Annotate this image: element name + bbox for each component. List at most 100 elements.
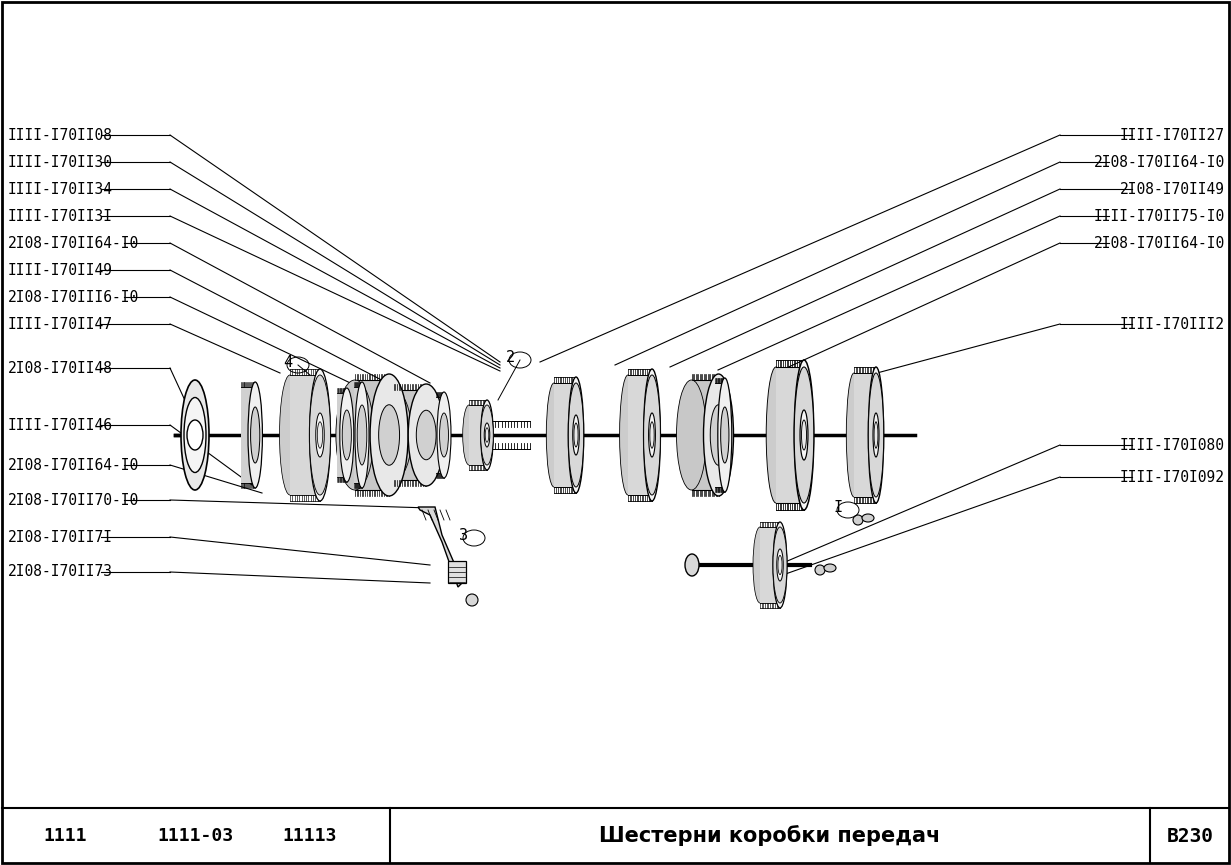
Ellipse shape (644, 369, 660, 501)
Ellipse shape (416, 410, 436, 460)
Polygon shape (776, 367, 804, 369)
Ellipse shape (572, 415, 580, 455)
Ellipse shape (649, 413, 655, 457)
Text: 4: 4 (283, 355, 293, 369)
Bar (241, 387, 255, 483)
Bar (355, 380, 389, 490)
Text: IIII-I70II34: IIII-I70II34 (7, 182, 113, 196)
Bar (448, 561, 467, 583)
Ellipse shape (181, 380, 209, 490)
Text: IIII-I70I092: IIII-I70I092 (1120, 470, 1225, 484)
Ellipse shape (183, 398, 206, 472)
Ellipse shape (485, 428, 489, 442)
Ellipse shape (794, 367, 814, 503)
Text: B230: B230 (1167, 826, 1214, 845)
Text: IIII-I70II27: IIII-I70II27 (1120, 127, 1225, 143)
Text: IIII-I70II75-I0: IIII-I70II75-I0 (1094, 208, 1225, 223)
Bar (355, 387, 362, 483)
Ellipse shape (874, 422, 878, 448)
Circle shape (467, 594, 478, 606)
Bar (692, 380, 719, 490)
Ellipse shape (703, 374, 734, 496)
Text: IIII-I70II49: IIII-I70II49 (7, 262, 113, 278)
Text: IIII-I70II30: IIII-I70II30 (7, 155, 113, 170)
Ellipse shape (547, 383, 561, 487)
Ellipse shape (753, 527, 767, 603)
Ellipse shape (439, 413, 448, 457)
Text: 2I08-I70II73: 2I08-I70II73 (7, 565, 113, 580)
Text: 1111-03: 1111-03 (156, 827, 233, 845)
Text: IIII-I70I080: IIII-I70I080 (1120, 438, 1225, 452)
Ellipse shape (480, 400, 494, 470)
Bar (436, 397, 444, 473)
Ellipse shape (644, 375, 660, 495)
Polygon shape (760, 527, 780, 529)
Ellipse shape (342, 410, 351, 460)
Ellipse shape (309, 369, 330, 501)
Ellipse shape (773, 527, 787, 603)
Circle shape (853, 515, 863, 525)
Ellipse shape (371, 374, 409, 496)
Ellipse shape (766, 367, 785, 503)
Polygon shape (554, 383, 576, 385)
Ellipse shape (355, 382, 369, 488)
Polygon shape (628, 375, 652, 377)
Ellipse shape (619, 375, 636, 495)
Text: 2I08-I70II49: 2I08-I70II49 (1120, 182, 1225, 196)
Ellipse shape (379, 405, 400, 465)
Bar (854, 373, 876, 497)
Text: IIII-I70II3I: IIII-I70II3I (7, 208, 113, 223)
Ellipse shape (677, 380, 707, 490)
Text: 2: 2 (506, 349, 515, 364)
Ellipse shape (846, 373, 862, 497)
Text: IIII-I70II46: IIII-I70II46 (7, 418, 113, 432)
Bar (291, 375, 320, 495)
Text: 3: 3 (459, 528, 469, 542)
Ellipse shape (340, 388, 353, 482)
Ellipse shape (710, 405, 726, 465)
Ellipse shape (187, 420, 203, 450)
Ellipse shape (409, 384, 444, 486)
Bar (554, 383, 576, 487)
Ellipse shape (873, 413, 879, 457)
Ellipse shape (777, 549, 783, 581)
Text: 2I08-I70II64-I0: 2I08-I70II64-I0 (1094, 235, 1225, 251)
Ellipse shape (868, 373, 884, 497)
Bar (394, 390, 426, 480)
Ellipse shape (316, 413, 324, 457)
Ellipse shape (684, 554, 699, 576)
Bar (628, 375, 652, 495)
Text: I: I (833, 499, 842, 515)
Ellipse shape (480, 405, 494, 465)
Text: 2I08-I70II64-I0: 2I08-I70II64-I0 (7, 235, 139, 251)
Text: IIII-I70II47: IIII-I70II47 (7, 317, 113, 331)
Ellipse shape (574, 423, 579, 447)
Text: 2I08-I70II64-I0: 2I08-I70II64-I0 (1094, 155, 1225, 170)
Text: 11113: 11113 (283, 827, 337, 845)
Text: IIII-I70III2: IIII-I70III2 (1120, 317, 1225, 331)
Ellipse shape (247, 382, 262, 488)
Polygon shape (854, 373, 876, 375)
Ellipse shape (801, 420, 806, 450)
Text: IIII-I70II08: IIII-I70II08 (7, 127, 113, 143)
Ellipse shape (357, 405, 367, 465)
Ellipse shape (794, 360, 814, 510)
Ellipse shape (862, 514, 874, 522)
Ellipse shape (437, 392, 451, 478)
Ellipse shape (773, 522, 787, 608)
Ellipse shape (800, 410, 808, 460)
Ellipse shape (569, 383, 583, 487)
Polygon shape (469, 405, 487, 407)
Polygon shape (419, 507, 462, 587)
Ellipse shape (484, 423, 490, 447)
Ellipse shape (720, 407, 729, 463)
Text: 1111: 1111 (43, 827, 86, 845)
Bar (469, 405, 487, 465)
Text: 2I08-I70II64-I0: 2I08-I70II64-I0 (7, 458, 139, 472)
Ellipse shape (318, 422, 323, 448)
Text: 2I08-I70III6-I0: 2I08-I70III6-I0 (7, 290, 139, 304)
Text: 2I08-I70II48: 2I08-I70II48 (7, 361, 113, 375)
Text: 2I08-I70II7I: 2I08-I70II7I (7, 529, 113, 544)
Polygon shape (291, 375, 320, 377)
Ellipse shape (868, 367, 884, 503)
